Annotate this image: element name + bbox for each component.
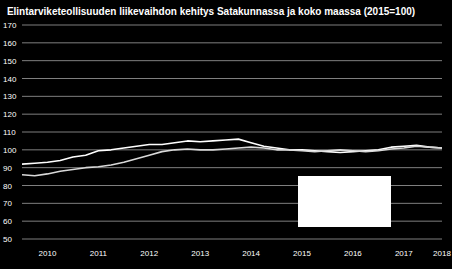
plot: 50 60 70 80 90 100 110 120 130 140 150 160 170 2010 20… — [0, 0, 452, 269]
x-tick-label: 2013 — [191, 249, 209, 258]
y-tick-label: 50 — [3, 235, 12, 244]
lines — [22, 139, 442, 176]
y-tick-label: 130 — [3, 92, 17, 101]
x-tick-label: 2012 — [140, 249, 158, 258]
grid-line — [22, 60, 442, 61]
grid-line — [22, 132, 442, 133]
x-tick-label: 2015 — [293, 249, 311, 258]
legend-box — [298, 176, 391, 227]
series-line — [22, 139, 442, 164]
y-tick-label: 160 — [3, 39, 17, 48]
grid-line — [22, 239, 442, 240]
y-tick-label: 150 — [3, 57, 17, 66]
grid-line — [22, 78, 442, 79]
y-tick-label: 100 — [3, 146, 17, 155]
x-tick-label: 2014 — [242, 249, 260, 258]
grid-line — [22, 114, 442, 115]
x-tick-label: 2016 — [344, 249, 362, 258]
chart: Elintarviketeollisuuden liikevaihdon keh… — [0, 0, 452, 269]
y-tick-label: 90 — [3, 164, 12, 173]
y-tick-label: 170 — [3, 21, 17, 30]
x-tick-label: 2011 — [90, 249, 108, 258]
title: Elintarviketeollisuuden liikevaihdon keh… — [1, 5, 421, 19]
series-line — [22, 146, 442, 175]
y-tick-label: 60 — [3, 217, 12, 226]
y-tick-label: 110 — [3, 128, 16, 137]
grid-line — [22, 25, 442, 26]
y-tick-label: 140 — [3, 75, 17, 84]
x-tick-label: 2017 — [395, 249, 413, 258]
grid-line — [22, 96, 442, 97]
x-tick-label: 2010 — [39, 249, 57, 258]
grid-line — [22, 42, 442, 43]
y-tick-label: 70 — [3, 199, 12, 208]
y-tick-label: 120 — [3, 110, 17, 119]
x-tick-label: 2018 — [433, 249, 451, 258]
y-tick-label: 80 — [3, 182, 12, 191]
